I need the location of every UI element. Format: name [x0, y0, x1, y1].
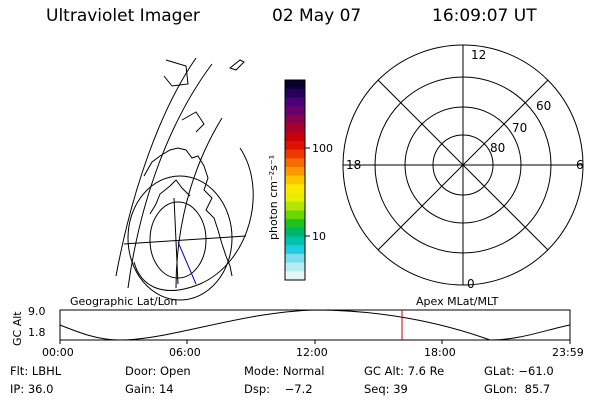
colorbar-band [285, 158, 305, 168]
map-grid-line [173, 197, 179, 285]
timeline-ylabel: GC Alt [11, 311, 24, 346]
polar-plot [342, 44, 584, 286]
seq-status: Seq: 39 [364, 382, 408, 396]
filter-status: Flt: LBHL [10, 364, 62, 378]
colorbar-unit-label: photon cm⁻²s⁻¹ [267, 155, 280, 240]
instrument-title: Ultraviolet Imager [46, 6, 200, 26]
colorbar-band [285, 271, 305, 281]
map-meridian-arc [175, 117, 223, 289]
coastline [181, 111, 205, 133]
timeline-y-tick: 9.0 [28, 305, 46, 318]
timeline-x-label: 06:00 [169, 346, 201, 359]
colorbar-band [285, 140, 305, 151]
dsp-status: Dsp: −7.2 [244, 382, 313, 396]
coastline [149, 179, 191, 215]
colorbar-band [285, 114, 305, 125]
mlt-label-12: 12 [471, 48, 486, 62]
map-grid-line [123, 235, 247, 245]
colorbar-tick-label: 10 [312, 230, 326, 243]
geographic-map [115, 57, 254, 301]
lat-label-60: 60 [536, 99, 551, 113]
colorbar-band [285, 166, 305, 177]
timeline-frame [59, 309, 571, 341]
polar-diagonal [377, 79, 549, 251]
altitude-curve [59, 309, 571, 341]
mlt-label-0: 0 [467, 277, 475, 291]
colorbar-band [285, 184, 305, 194]
timeline-x-label: 00:00 [42, 346, 74, 359]
mode-status: Mode: Normal [244, 364, 325, 378]
ip-status: IP: 36.0 [10, 382, 54, 396]
colorbar-band [285, 201, 305, 212]
coastline [163, 59, 189, 87]
map-latitude-ring [127, 175, 233, 301]
lat-label-80: 80 [490, 141, 505, 155]
timeline-x-label: 23:59 [552, 346, 584, 359]
colorbar-band [285, 262, 305, 272]
colorbar-band [285, 227, 305, 238]
gc-alt-status: GC Alt: 7.6 Re [364, 364, 445, 378]
colorbar-band [285, 97, 305, 107]
colorbar-band [285, 106, 305, 116]
coastline [228, 59, 245, 71]
look-direction-line [177, 241, 197, 285]
colorbar-band [285, 210, 305, 220]
gain-status: Gain: 14 [125, 382, 174, 396]
colorbar-band [285, 123, 305, 133]
map-meridian-arc [115, 57, 197, 277]
door-status: Door: Open [125, 364, 191, 378]
colorbar-band [285, 245, 305, 255]
colorbar-band [285, 88, 305, 98]
colorbar-band [285, 80, 305, 90]
timeline-x-label: 12:00 [296, 346, 328, 359]
colorbar-band [285, 149, 305, 159]
colorbar-band [285, 175, 305, 185]
colorbar-band [285, 236, 305, 246]
left-panel-label: Geographic Lat/Lon [70, 295, 178, 308]
colorbar [285, 80, 305, 281]
timeline-x-label: 18:00 [424, 346, 456, 359]
colorbar-tick-label: 100 [312, 142, 333, 155]
date-label: 02 May 07 [272, 6, 362, 26]
colorbar-band [285, 219, 305, 229]
colorbar-band [285, 132, 305, 142]
colorbar-band [285, 253, 305, 264]
glat-status: GLat: −61.0 [484, 364, 554, 378]
lat-label-70: 70 [512, 121, 527, 135]
glon-status: GLon: 85.7 [484, 382, 551, 396]
timeline-y-tick: 1.8 [28, 326, 46, 339]
time-label: 16:09:07 UT [432, 6, 537, 26]
polar-panel-label: Apex MLat/MLT [416, 295, 499, 308]
colorbar-band [285, 193, 305, 203]
colorbar-frame [284, 79, 306, 281]
mlt-label-6: 6 [576, 158, 584, 172]
coastline [143, 147, 233, 277]
mlt-label-18: 18 [346, 158, 361, 172]
map-meridian-arc [127, 63, 213, 289]
map-horizon-arc [133, 147, 254, 291]
